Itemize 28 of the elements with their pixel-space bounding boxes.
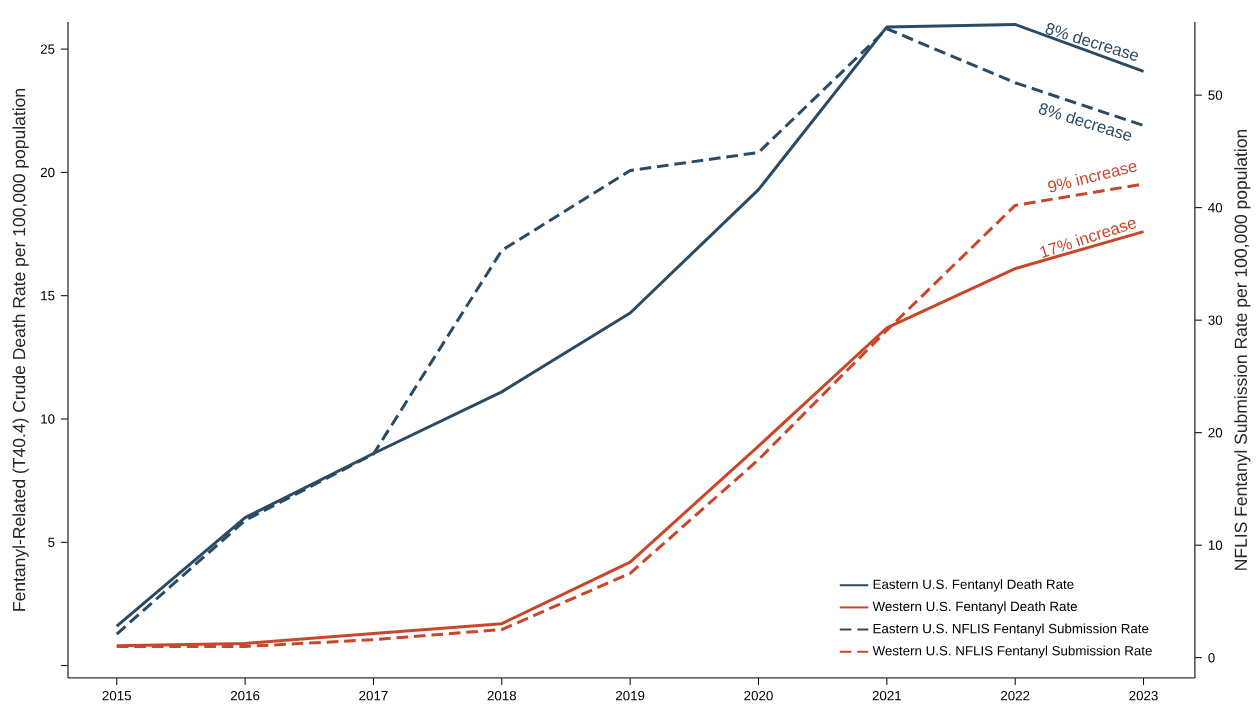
y-tick-label: 15 (41, 291, 55, 301)
x-tick-label: 2018 (487, 690, 517, 701)
y-tick-label: 10 (41, 414, 55, 424)
x-tick-label: 2016 (230, 690, 260, 701)
x-tick-label: 2015 (102, 690, 132, 701)
annotation: 9% increase (1047, 163, 1137, 193)
y-tick-label: 20 (40, 167, 55, 178)
y-tick-label: 25 (40, 44, 55, 54)
legend-label: Western U.S. NFLIS Fentanyl Submission Rate (872, 645, 1152, 659)
annotation: 17% increase (1040, 219, 1137, 259)
x-tick-label: 2017 (359, 690, 388, 701)
x-tick-label: 2020 (744, 690, 773, 701)
y2-tick-label: 10 (1208, 540, 1223, 550)
x-tick-label: 2019 (616, 690, 645, 701)
y-axis-title: Fentanyl-Related (T40.4) Crude Death Rate per 100,000 population (12, 89, 29, 611)
x-tick-label: 2023 (1129, 690, 1158, 701)
legend-label: Eastern U.S. NFLIS Fentanyl Submission Rate (873, 623, 1149, 636)
y-tick-label: 5 (48, 537, 55, 547)
legend-label: Western U.S. Fentanyl Death Rate (872, 601, 1077, 614)
x-tick-label: 2022 (1001, 690, 1030, 701)
y2-tick-label: 40 (1208, 202, 1223, 213)
y2-tick-label: 0 (1208, 652, 1215, 663)
y2-tick-label: 30 (1208, 315, 1223, 325)
x-tick-label: 2021 (872, 690, 902, 701)
legend-label: Eastern U.S. Fentanyl Death Rate (873, 579, 1074, 592)
y2-axis-title: NFLIS Fentanyl Submission Rate per 100,000 population (1234, 129, 1251, 570)
y2-tick-label: 20 (1208, 427, 1223, 438)
y2-tick-label: 50 (1208, 90, 1223, 100)
